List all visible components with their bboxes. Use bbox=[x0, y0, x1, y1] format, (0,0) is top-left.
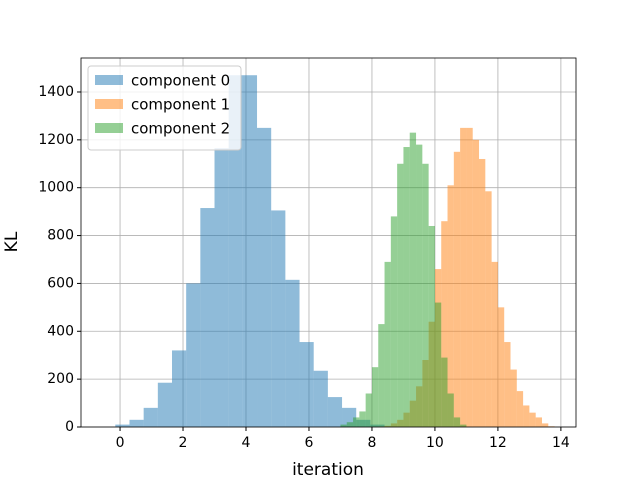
bar bbox=[129, 419, 144, 427]
bar bbox=[390, 216, 398, 427]
legend-swatch bbox=[95, 99, 123, 109]
bar bbox=[299, 342, 314, 427]
legend-swatch bbox=[95, 75, 123, 85]
x-tick-label: 6 bbox=[305, 435, 314, 451]
y-tick-label: 1200 bbox=[38, 132, 74, 148]
bar bbox=[447, 185, 454, 427]
legend-swatch bbox=[95, 123, 123, 133]
bar bbox=[416, 144, 423, 427]
bar bbox=[460, 127, 467, 427]
bar bbox=[472, 139, 480, 428]
y-tick-label: 0 bbox=[65, 419, 74, 435]
y-tick-label: 200 bbox=[47, 371, 74, 387]
bars bbox=[115, 75, 555, 428]
bar bbox=[485, 191, 492, 427]
bar bbox=[157, 382, 173, 427]
bar bbox=[359, 411, 366, 427]
bar bbox=[346, 422, 354, 427]
bar bbox=[422, 163, 429, 427]
legend: component 0 component 1 component 2 bbox=[87, 65, 242, 151]
bar bbox=[257, 127, 272, 427]
bar bbox=[460, 424, 467, 427]
bar bbox=[327, 397, 343, 427]
y-axis-label: KL bbox=[2, 231, 22, 252]
legend-label: component 1 bbox=[131, 96, 230, 114]
bar bbox=[541, 423, 549, 427]
bar bbox=[441, 221, 448, 427]
bar bbox=[242, 75, 258, 428]
x-tick-label: 8 bbox=[367, 435, 376, 451]
y-tick-label: 1000 bbox=[38, 180, 74, 196]
bar bbox=[504, 342, 511, 427]
bar bbox=[371, 367, 379, 427]
bar bbox=[409, 132, 417, 427]
x-tick-label: 12 bbox=[489, 435, 507, 451]
bar bbox=[384, 261, 391, 427]
bar bbox=[516, 391, 524, 427]
bar bbox=[172, 350, 187, 427]
bar bbox=[510, 369, 517, 427]
x-tick-label: 4 bbox=[242, 435, 251, 451]
bar bbox=[491, 261, 498, 427]
bar bbox=[115, 424, 130, 427]
bar bbox=[200, 208, 215, 427]
bar bbox=[271, 210, 286, 427]
y-tick-label: 1400 bbox=[38, 84, 74, 100]
bar bbox=[365, 393, 372, 427]
bar bbox=[143, 407, 158, 427]
x-tick-label: 14 bbox=[552, 435, 570, 451]
legend-label: component 2 bbox=[131, 120, 230, 138]
bar bbox=[353, 417, 360, 427]
ticks: 0 2 4 6 8 10 12 14 0 200 400 600 800 1000 1200 1400 bbox=[38, 84, 570, 451]
bar bbox=[285, 279, 300, 427]
bar bbox=[441, 357, 448, 427]
bar bbox=[403, 147, 410, 427]
bar bbox=[214, 148, 229, 428]
y-tick-label: 600 bbox=[47, 275, 74, 291]
y-tick-label: 400 bbox=[47, 323, 74, 339]
x-tick-label: 2 bbox=[179, 435, 188, 451]
axes-frame bbox=[80, 57, 577, 428]
x-tick-label: 0 bbox=[116, 435, 125, 451]
bar bbox=[479, 158, 486, 427]
bar bbox=[453, 417, 461, 427]
legend-box bbox=[87, 65, 242, 151]
bar bbox=[529, 412, 536, 427]
bar bbox=[535, 417, 542, 427]
x-axis-label: iteration bbox=[292, 460, 364, 480]
bar bbox=[434, 302, 442, 427]
bar bbox=[228, 75, 243, 428]
bar bbox=[523, 405, 530, 427]
bar bbox=[313, 370, 328, 427]
x-tick-label: 10 bbox=[426, 435, 444, 451]
bar bbox=[428, 225, 435, 427]
bar bbox=[497, 307, 505, 427]
bar bbox=[378, 324, 385, 427]
bar bbox=[397, 163, 404, 427]
bar bbox=[447, 393, 454, 427]
bar bbox=[453, 151, 461, 427]
legend-label: component 0 bbox=[131, 72, 230, 90]
y-tick-label: 800 bbox=[47, 228, 74, 244]
bar bbox=[342, 407, 357, 427]
bar bbox=[186, 283, 201, 427]
bar bbox=[340, 424, 347, 427]
bar bbox=[466, 127, 473, 427]
